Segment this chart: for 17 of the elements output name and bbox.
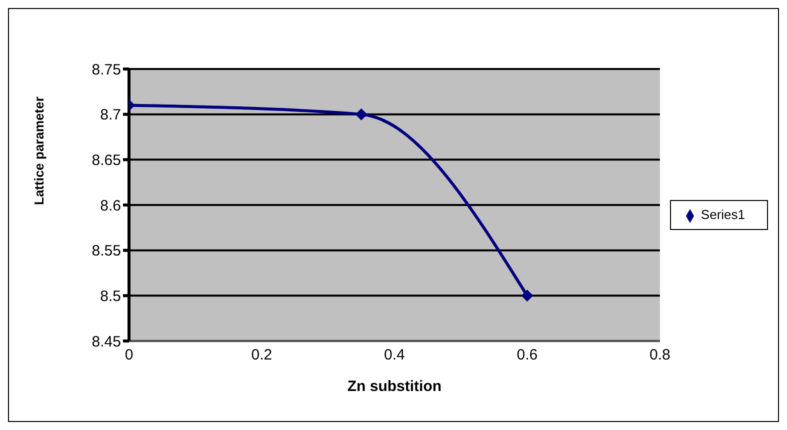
y-axis-title: Lattice parameter: [32, 96, 47, 205]
point: [355, 108, 368, 120]
y-tick-label: 8.6: [100, 197, 121, 214]
x-tick-label: 0.2: [251, 346, 272, 364]
x-tick-label: 0.8: [649, 346, 670, 364]
x-tick-label: 0: [124, 346, 134, 364]
y-tick-label: 8.55: [92, 242, 121, 260]
point: [521, 290, 534, 302]
y-tick-label: 8.65: [92, 152, 121, 169]
y-tick-label: 8.7: [100, 106, 121, 124]
legend-label: Series1: [700, 207, 745, 222]
y-tick-label: 8.5: [100, 288, 121, 305]
y-tick-label: 8.45: [92, 333, 121, 350]
x-tick-label: 0.6: [516, 346, 538, 364]
y-tick-label: 8.75: [92, 61, 121, 78]
x-tick-label: 0.4: [384, 346, 405, 364]
x-axis-title: Zn substition: [347, 378, 442, 395]
